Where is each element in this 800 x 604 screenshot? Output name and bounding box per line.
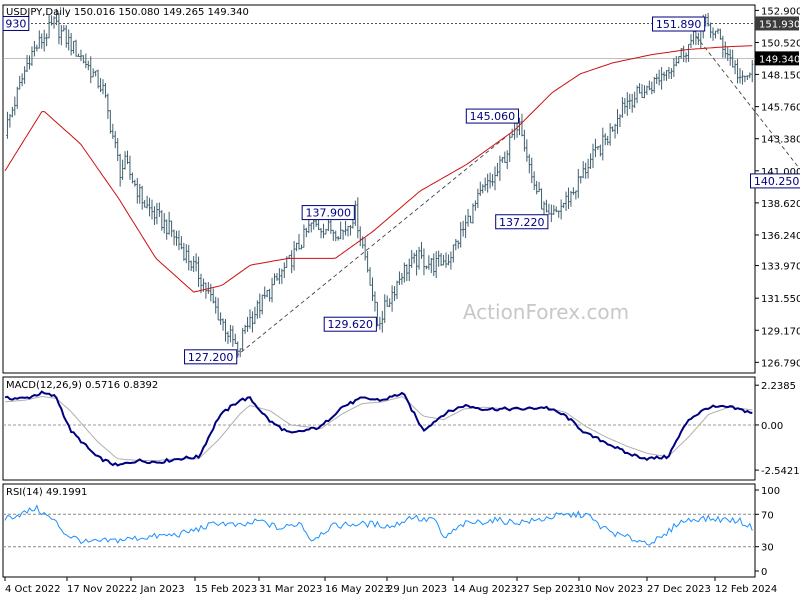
annotation-label: 129.620 [328, 318, 374, 331]
current-price-tag-label: 149.340 [759, 54, 800, 65]
price-ytick-label: 138.620 [761, 199, 800, 210]
xtick-label: 27 Dec 2023 [647, 584, 711, 595]
watermark: ActionForex.com [463, 300, 629, 324]
price-ytick-label: 145.760 [761, 103, 800, 114]
price-ytick-label: 126.790 [761, 358, 800, 369]
xtick-label: 15 Feb 2023 [195, 584, 257, 595]
price-header: USDJPY,Daily 150.016 150.080 149.265 149… [6, 7, 249, 18]
annotation-label: 930 [5, 17, 26, 30]
price-ytick-label: 129.170 [761, 326, 800, 337]
xtick-label: 4 Oct 2022 [5, 584, 60, 595]
annotation-label: 137.900 [306, 207, 352, 220]
xtick-label: 12 Feb 2024 [715, 584, 777, 595]
xtick-label: 2 Jan 2023 [131, 584, 185, 595]
rsi-ytick-label: 30 [761, 543, 774, 554]
annotation-label: 140.250 [754, 175, 800, 188]
annotation-label: 151.890 [656, 18, 702, 31]
macd-header: MACD(12,26,9) 0.5716 0.8392 [6, 380, 158, 391]
xtick-label: 14 Aug 2023 [453, 584, 517, 595]
price-ytick-label: 150.520 [761, 38, 800, 49]
pane-frame-rsi [3, 484, 755, 577]
high-price-tag-label: 151.930 [759, 19, 800, 30]
xtick-label: 29 Jun 2023 [387, 584, 447, 595]
macd-ytick-label: 2.2385 [761, 381, 796, 392]
price-ytick-label: 143.380 [761, 135, 800, 146]
xtick-label: 31 Mar 2023 [259, 584, 322, 595]
xtick-label: 17 Nov 2022 [67, 584, 131, 595]
macd-ytick-label: 0.00 [761, 421, 783, 432]
annotation-label: 145.060 [470, 110, 516, 123]
annotation-label: 137.220 [499, 216, 545, 229]
rsi-ytick-label: 0 [761, 567, 767, 578]
pane-frame-price [3, 5, 755, 373]
xtick-label: 27 Sep 2023 [517, 584, 580, 595]
rsi-ytick-label: 70 [761, 510, 774, 521]
xtick-label: 16 May 2023 [325, 584, 390, 595]
annotation-label: 127.200 [188, 351, 234, 364]
price-ytick-label: 133.970 [761, 262, 800, 273]
xtick-label: 10 Nov 2023 [579, 584, 643, 595]
price-ytick-label: 152.900 [761, 6, 800, 17]
price-ytick-label: 136.240 [761, 231, 800, 242]
price-ytick-label: 148.150 [761, 70, 800, 81]
rsi-ytick-label: 100 [761, 486, 780, 497]
price-ytick-label: 131.550 [761, 294, 800, 305]
rsi-header: RSI(14) 49.1991 [6, 487, 87, 498]
macd-ytick-label: -2.5421 [761, 466, 800, 477]
